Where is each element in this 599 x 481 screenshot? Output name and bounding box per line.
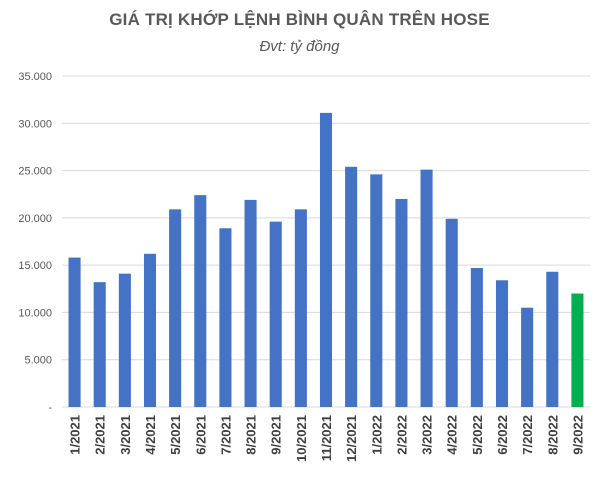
bar-4-2022 [445,218,458,407]
x-tick-label: 8/2021 [244,415,259,455]
x-tick-label: 8/2022 [545,415,560,455]
x-tick-label: 9/2022 [570,415,585,455]
x-tick-label: 4/2022 [445,415,460,455]
y-tick-label: 10.000 [18,307,52,319]
bar-2-2021 [93,282,106,407]
x-tick-label: 9/2021 [269,415,284,455]
x-tick-label: 7/2021 [218,415,233,455]
y-tick-label: 20.000 [18,213,52,225]
bar-9-2022 [571,293,584,407]
x-axis-ticks: 1/2021 2/2021 3/2021 4/2021 5/2021 6/2021 7/20… [68,415,586,462]
bar-7-2022 [521,307,534,407]
bar-10-2021 [294,209,307,407]
bar-5-2021 [169,209,182,407]
y-tick-label: 5.000 [24,355,52,367]
x-tick-label: 1/2022 [369,415,384,455]
bar-9-2021 [269,221,282,407]
y-tick-label: 15.000 [18,260,52,272]
bar-6-2022 [495,280,509,407]
bar-3-2021 [118,273,131,407]
bar-6-2021 [194,195,207,407]
bar-1-2022 [370,174,383,407]
bar-8-2022 [546,271,559,407]
y-tick-label: - [48,402,52,414]
x-tick-label: 5/2022 [470,415,485,455]
bar-8-2021 [244,199,257,407]
bar-5-2022 [470,267,483,407]
x-tick-label: 6/2021 [193,415,208,455]
bar-11-2021 [319,112,333,407]
bar-2-2022 [395,198,408,407]
chart-title: GIÁ TRỊ KHỚP LỆNH BÌNH QUÂN TRÊN HOSE [109,10,490,29]
y-tick-label: 35.000 [18,71,52,83]
bars [68,112,584,407]
bar-3-2022 [420,169,433,407]
x-tick-label: 2/2022 [394,415,409,455]
x-tick-label: 2/2021 [93,415,108,455]
x-tick-label: 3/2021 [118,415,133,455]
y-axis-ticks: - 5.000 10.000 15.000 20.000 25.000 30.000 35.0… [18,71,52,414]
bar-7-2021 [219,228,232,407]
bar-4-2021 [143,253,157,407]
y-tick-label: 25.000 [18,166,52,178]
x-tick-label: 4/2021 [143,415,158,455]
x-tick-label: 11/2021 [319,415,334,461]
bar-1-2021 [68,257,81,407]
y-tick-label: 30.000 [18,118,52,130]
x-tick-label: 5/2021 [168,415,183,455]
bar-12-2021 [345,166,358,407]
x-tick-label: 6/2022 [495,415,510,455]
x-tick-label: 12/2021 [344,415,359,462]
x-tick-label: 1/2021 [68,415,83,455]
chart-subtitle: Đvt: tỷ đồng [259,38,340,55]
x-tick-label: 3/2022 [420,415,435,455]
x-tick-label: 10/2021 [294,415,309,462]
x-tick-label: 7/2022 [520,415,535,455]
